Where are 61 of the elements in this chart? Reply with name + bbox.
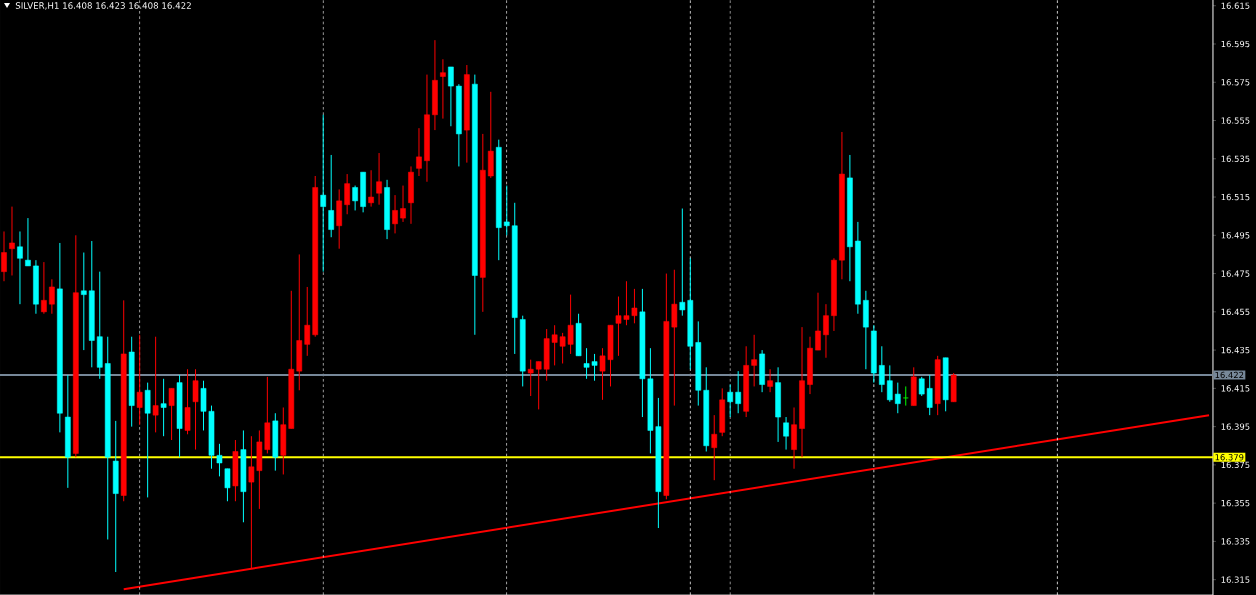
ref-line-label: 16.422: [1215, 371, 1244, 379]
y-tick-label: 16.615: [1221, 2, 1250, 9]
candlestick: [352, 185, 358, 211]
y-tick-label: 16.515: [1221, 193, 1250, 201]
candlestick: [926, 374, 933, 416]
candlestick: [735, 370, 741, 414]
y-tick-label: 16.335: [1221, 538, 1250, 545]
candlestick: [320, 114, 327, 273]
candlestick: [160, 378, 167, 437]
y-tick-label: 16.415: [1221, 385, 1250, 392]
candlestick: [80, 252, 87, 351]
candlestick: [376, 152, 382, 206]
y-tick-label: 16.455: [1221, 308, 1250, 316]
candlestick: [17, 230, 23, 305]
candlestick: [136, 334, 143, 426]
candlestick: [448, 66, 454, 127]
candlestick: [1, 230, 7, 282]
candlestick: [328, 154, 335, 238]
y-tick-label: 16.375: [1221, 461, 1250, 469]
candlestick: [823, 303, 829, 359]
candlestick: [727, 384, 734, 418]
y-tick-label: 16.495: [1221, 232, 1250, 239]
candlestick: [25, 217, 31, 267]
y-tick-label: 16.395: [1221, 423, 1250, 430]
candlestick: [368, 169, 374, 208]
candlestick: [711, 414, 718, 481]
candlestick: [9, 206, 15, 276]
candlestick: [400, 185, 406, 223]
candlestick: [886, 364, 893, 403]
candlestick: [344, 173, 350, 215]
y-tick-label: 16.575: [1221, 79, 1250, 86]
candlestick: [41, 261, 47, 315]
y-tick-label: 16.355: [1221, 499, 1250, 507]
candlestick: [902, 385, 909, 407]
candlestick: [879, 345, 885, 393]
y-tick-label: 16.435: [1221, 346, 1250, 354]
candlestick: [783, 416, 789, 451]
candlestick: [416, 127, 422, 177]
y-tick-label: 16.535: [1221, 155, 1250, 162]
candlestick: [184, 368, 191, 435]
ref-line-label: 16.379: [1215, 454, 1244, 461]
candlestick: [918, 376, 925, 397]
chart-title: SILVER,H1 16.408 16.423 16.408 16.422: [15, 2, 191, 10]
candlestick: [440, 58, 446, 120]
y-tick-label: 16.315: [1221, 576, 1250, 583]
y-tick-label: 16.595: [1221, 40, 1250, 48]
candlestick: [767, 368, 773, 393]
candlestick: [304, 286, 311, 357]
candlestick: [168, 387, 175, 441]
candlestick: [152, 336, 159, 433]
candlestick: [815, 292, 821, 351]
candlestick: [751, 334, 757, 387]
candlestick: [392, 194, 398, 234]
candlestick: [503, 185, 510, 236]
candlestick: [192, 368, 199, 451]
y-tick-label: 16.555: [1221, 117, 1250, 124]
candlestick: [894, 382, 901, 414]
candlestick: [144, 382, 151, 498]
y-tick-label: 16.475: [1221, 270, 1250, 277]
candlestick: [224, 468, 231, 502]
candlestick: [49, 278, 55, 315]
